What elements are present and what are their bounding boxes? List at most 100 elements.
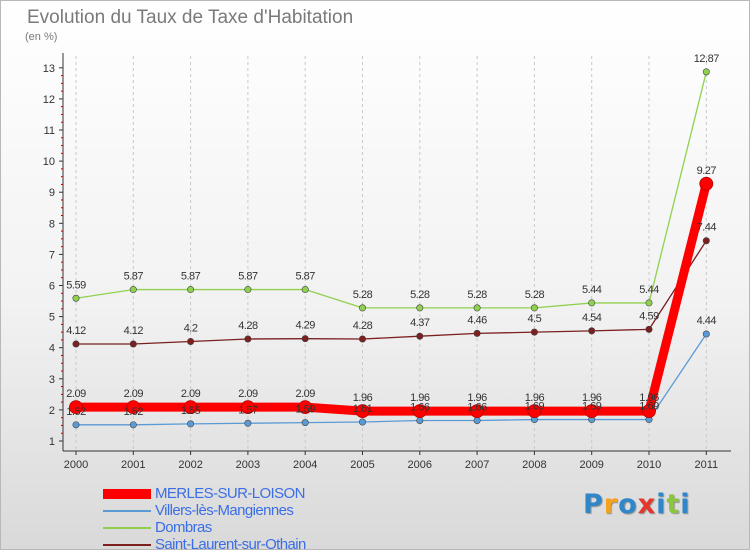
data-point[interactable] — [126, 400, 141, 415]
data-label: 1.96 — [353, 392, 373, 404]
data-label: 4.37 — [410, 317, 430, 329]
data-point[interactable] — [301, 419, 309, 427]
data-point[interactable] — [355, 404, 370, 419]
unit-label: (en %) — [25, 31, 58, 43]
data-label: 4.12 — [124, 325, 144, 337]
x-tick-label: 2009 — [579, 459, 603, 471]
y-tick-label: 3 — [49, 374, 55, 386]
data-label: 4.46 — [467, 314, 487, 326]
data-point[interactable] — [588, 327, 596, 335]
data-point[interactable] — [244, 419, 252, 427]
data-point[interactable] — [298, 400, 313, 415]
data-point[interactable] — [244, 335, 252, 343]
data-label: 1.52 — [66, 406, 86, 418]
data-point[interactable] — [588, 299, 596, 307]
y-tick-label: 13 — [43, 63, 55, 75]
x-tick-label: 2008 — [522, 459, 546, 471]
data-label: 5.28 — [525, 289, 545, 301]
data-point[interactable] — [183, 400, 198, 415]
data-label: 9.27 — [697, 165, 717, 177]
data-point[interactable] — [72, 294, 80, 302]
data-point[interactable] — [72, 421, 80, 429]
proxiti-logo: Proxiti — [583, 489, 691, 520]
data-label: 2.09 — [181, 388, 201, 400]
data-label: 12.87 — [694, 53, 719, 65]
data-point[interactable] — [642, 404, 656, 419]
data-point[interactable] — [187, 337, 195, 345]
legend-label: MERLES-SUR-LOISON — [155, 485, 305, 502]
data-point[interactable] — [702, 68, 710, 76]
data-point[interactable] — [301, 335, 309, 343]
x-tick-label: 2000 — [64, 459, 88, 471]
x-tick-label: 2002 — [178, 459, 202, 471]
x-tick-label: 2005 — [350, 459, 374, 471]
data-label: 1.69 — [525, 401, 545, 413]
data-label: 1.52 — [124, 406, 144, 418]
chart-title: Evolution du Taux de Taxe d'Habitation — [27, 7, 354, 28]
data-point[interactable] — [187, 286, 195, 294]
data-label: 4.59 — [639, 310, 659, 322]
x-tick-label: 2010 — [637, 459, 661, 471]
data-point[interactable] — [527, 404, 542, 419]
data-label: 2.09 — [66, 388, 86, 400]
data-point[interactable] — [129, 286, 137, 294]
data-point[interactable] — [645, 325, 653, 333]
data-label: 5.87 — [238, 271, 258, 283]
data-point[interactable] — [416, 416, 424, 424]
x-tick-label: 2004 — [293, 459, 317, 471]
data-label: 4.12 — [66, 325, 86, 337]
data-point[interactable] — [530, 304, 538, 312]
data-label: 5.59 — [66, 279, 86, 291]
data-label: 7.44 — [697, 222, 717, 234]
data-point[interactable] — [412, 404, 427, 419]
x-tick-label: 2011 — [694, 459, 718, 471]
data-point[interactable] — [530, 328, 538, 336]
data-point[interactable] — [645, 299, 653, 307]
data-point[interactable] — [240, 400, 255, 415]
data-point[interactable] — [72, 340, 80, 348]
data-point[interactable] — [358, 418, 366, 426]
data-point[interactable] — [470, 404, 485, 419]
data-point[interactable] — [416, 332, 424, 340]
logo-letter: P — [583, 489, 604, 520]
data-label: 4.28 — [353, 320, 373, 332]
data-point[interactable] — [358, 304, 366, 312]
data-point[interactable] — [187, 420, 195, 428]
data-point[interactable] — [584, 404, 599, 419]
data-point[interactable] — [129, 340, 137, 348]
data-label: 4.28 — [238, 320, 258, 332]
data-label: 2.09 — [238, 388, 258, 400]
data-label: 1.69 — [639, 401, 659, 413]
data-point[interactable] — [702, 330, 710, 338]
data-label: 5.44 — [639, 284, 659, 296]
data-point[interactable] — [301, 286, 309, 294]
legend-label: Villers-lès-Mangiennes — [155, 502, 294, 519]
data-point[interactable] — [473, 416, 481, 424]
data-label: 1.61 — [353, 403, 373, 415]
data-point[interactable] — [69, 400, 83, 415]
data-label: 1.59 — [295, 404, 315, 416]
data-label: 1.96 — [639, 392, 659, 404]
data-label: 5.87 — [295, 271, 315, 283]
y-tick-label: 2 — [49, 405, 55, 417]
data-point[interactable] — [358, 335, 366, 343]
data-label: 1.55 — [181, 405, 201, 417]
data-point[interactable] — [129, 421, 137, 429]
data-label: 1.96 — [582, 392, 602, 404]
x-tick-label: 2003 — [236, 459, 260, 471]
data-label: 1.66 — [410, 401, 430, 413]
data-label: 4.44 — [697, 315, 717, 327]
data-point[interactable] — [473, 304, 481, 312]
data-point[interactable] — [244, 286, 252, 294]
data-label: 4.5 — [528, 313, 542, 325]
data-point[interactable] — [702, 237, 710, 245]
data-label: 5.28 — [467, 289, 487, 301]
y-tick-label: 5 — [49, 312, 55, 324]
data-label: 1.57 — [238, 404, 258, 416]
data-label: 5.28 — [353, 289, 373, 301]
data-label: 1.66 — [467, 401, 487, 413]
data-point[interactable] — [473, 329, 481, 337]
data-point[interactable] — [416, 304, 424, 312]
data-point[interactable] — [699, 176, 714, 191]
data-label: 1.96 — [525, 392, 545, 404]
